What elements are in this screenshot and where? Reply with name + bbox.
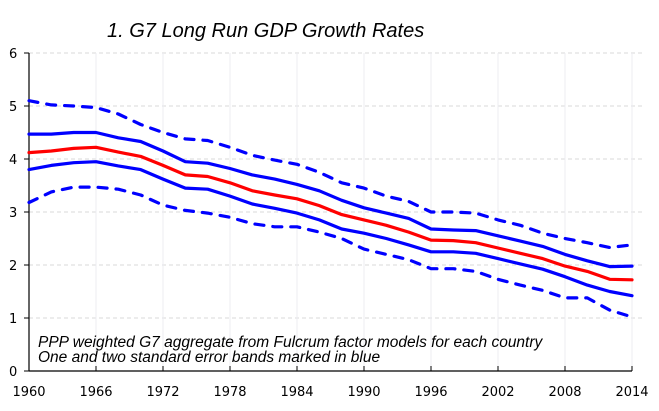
one-se-band-line — [27, 130, 634, 269]
x-tick-label: 1990 — [347, 385, 380, 400]
y-tick-label: 4 — [9, 153, 17, 168]
y-tick-label: 6 — [9, 47, 17, 62]
annotation-line-2: One and two standard error bands marked … — [38, 349, 380, 366]
x-tick-label: 1996 — [414, 385, 447, 400]
y-tick-label: 3 — [9, 206, 17, 221]
x-tick-label: 2002 — [481, 385, 514, 400]
chart-title: 1. G7 Long Run GDP Growth Rates — [107, 20, 424, 42]
y-tick-label: 5 — [9, 100, 17, 115]
x-tick-label: 1966 — [79, 385, 112, 400]
x-tick-label: 1978 — [213, 385, 246, 400]
y-tick-label: 2 — [9, 259, 17, 274]
x-tick-labels: 1960 1966 1972 1978 1984 1990 1996 2002 2008 2014 — [12, 385, 648, 400]
x-tick-label: 1972 — [146, 385, 179, 400]
x-tick-label: 1984 — [280, 385, 313, 400]
annotation-line-1: PPP weighted G7 aggregate from Fulcrum f… — [38, 334, 544, 351]
x-tick-label: 1960 — [12, 385, 45, 400]
axes — [24, 52, 633, 372]
mean-growth-line — [27, 145, 634, 282]
x-tick-label: 2014 — [615, 385, 648, 400]
one-se-band-line — [27, 160, 634, 298]
series-lines — [27, 99, 634, 319]
y-tick-labels: 0 1 2 3 4 5 6 — [9, 47, 17, 380]
two-se-band-line — [27, 99, 634, 250]
y-tick-label: 0 — [9, 365, 17, 380]
two-se-band-line — [27, 185, 634, 319]
x-tick-label: 2008 — [548, 385, 581, 400]
y-tick-label: 1 — [9, 312, 17, 327]
